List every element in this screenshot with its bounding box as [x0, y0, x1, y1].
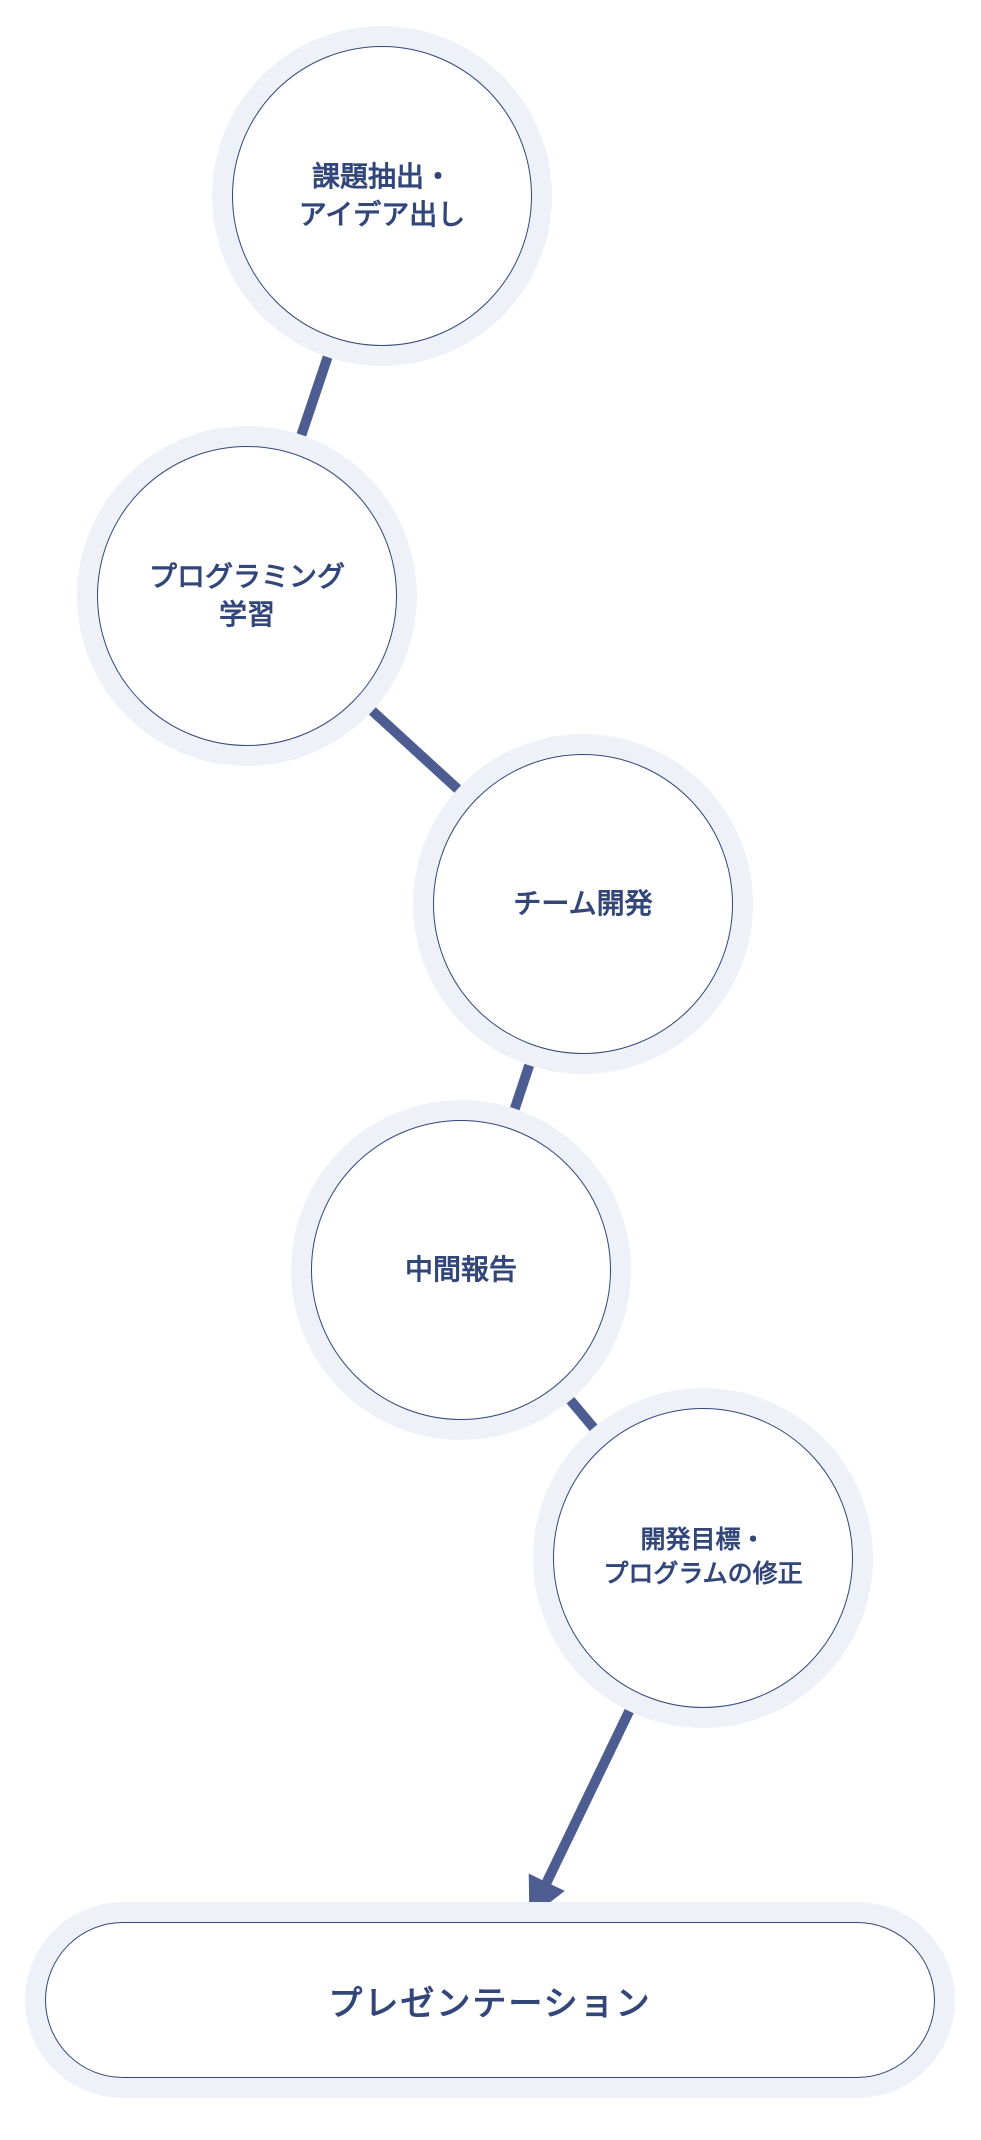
flow-node: 中間報告 [291, 1100, 631, 1440]
flow-node-inner: 課題抽出・ アイデア出し [232, 46, 532, 346]
flow-node-label: チーム開発 [513, 885, 652, 923]
flow-node-inner: 開発目標・ プログラムの修正 [553, 1408, 853, 1708]
flow-final: プレゼンテーション [25, 1902, 955, 2098]
flow-edge [570, 1400, 593, 1428]
flow-node-label: 開発目標・ プログラムの修正 [603, 1524, 802, 1592]
flow-final-inner: プレゼンテーション [45, 1922, 935, 2078]
flow-node: プログラミング 学習 [77, 426, 417, 766]
flow-edge [515, 1065, 529, 1108]
flow-edge [372, 711, 457, 789]
flow-edge [301, 357, 327, 435]
flow-node: 課題抽出・ アイデア出し [212, 26, 552, 366]
flow-node-inner: 中間報告 [311, 1120, 611, 1420]
flow-node: 開発目標・ プログラムの修正 [533, 1388, 873, 1728]
flow-node-label: 課題抽出・ アイデア出し [299, 158, 466, 234]
flow-node-inner: プログラミング 学習 [97, 446, 397, 746]
flow-canvas: 課題抽出・ アイデア出しプログラミング 学習チーム開発中間報告開発目標・ プログ… [0, 0, 981, 2140]
flow-node: チーム開発 [413, 734, 753, 1074]
flow-node-inner: チーム開発 [433, 754, 733, 1054]
flow-node-label: プログラミング 学習 [149, 558, 345, 634]
flow-node-label: 中間報告 [405, 1251, 517, 1289]
flow-final-label: プレゼンテーション [328, 1976, 651, 2025]
flow-edge [537, 1711, 629, 1902]
